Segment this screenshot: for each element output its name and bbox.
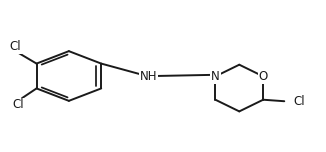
Text: Cl: Cl [13,98,24,112]
Text: N: N [211,70,220,83]
Text: NH: NH [140,69,157,83]
Text: Cl: Cl [293,95,305,108]
Text: O: O [259,70,268,83]
Text: Cl: Cl [10,40,21,53]
